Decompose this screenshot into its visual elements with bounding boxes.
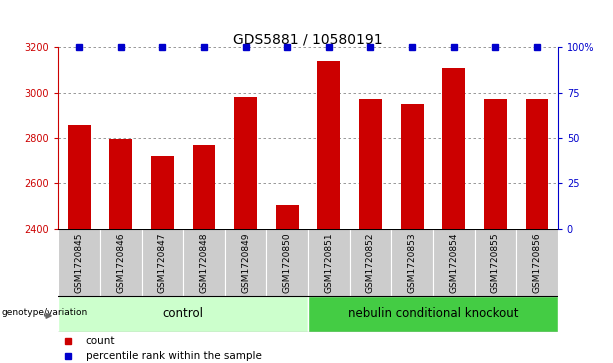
Text: GSM1720854: GSM1720854	[449, 232, 459, 293]
Bar	[276, 205, 299, 229]
Bar	[525, 99, 549, 229]
Text: genotype/variation: genotype/variation	[1, 308, 88, 317]
Bar	[109, 139, 132, 229]
Bar	[433, 229, 474, 296]
Bar	[183, 229, 225, 296]
Bar	[349, 229, 391, 296]
Bar	[151, 156, 173, 229]
Bar	[192, 145, 215, 229]
Text: GSM1720847: GSM1720847	[158, 232, 167, 293]
Text: count: count	[86, 336, 115, 346]
Text: GSM1720853: GSM1720853	[408, 232, 417, 293]
Text: GSM1720856: GSM1720856	[533, 232, 541, 293]
Bar	[100, 229, 142, 296]
Bar	[234, 97, 257, 229]
Bar	[67, 126, 91, 229]
Text: GSM1720852: GSM1720852	[366, 232, 375, 293]
Bar	[58, 229, 100, 296]
Bar	[142, 229, 183, 296]
Text: GSM1720845: GSM1720845	[75, 232, 83, 293]
Text: percentile rank within the sample: percentile rank within the sample	[86, 351, 262, 360]
Text: nebulin conditional knockout: nebulin conditional knockout	[348, 307, 518, 321]
Bar	[391, 229, 433, 296]
Title: GDS5881 / 10580191: GDS5881 / 10580191	[233, 32, 383, 46]
Text: GSM1720851: GSM1720851	[324, 232, 333, 293]
Bar	[225, 229, 267, 296]
Text: GSM1720848: GSM1720848	[199, 232, 208, 293]
Bar	[474, 229, 516, 296]
Bar	[401, 104, 424, 229]
Bar	[308, 296, 558, 332]
Bar	[318, 61, 340, 229]
Text: GSM1720855: GSM1720855	[491, 232, 500, 293]
Text: GSM1720850: GSM1720850	[283, 232, 292, 293]
Bar	[443, 68, 465, 229]
Bar	[484, 99, 507, 229]
Bar	[267, 229, 308, 296]
Bar	[516, 229, 558, 296]
Bar	[359, 99, 382, 229]
Text: GSM1720846: GSM1720846	[116, 232, 125, 293]
Bar	[58, 296, 308, 332]
Text: GSM1720849: GSM1720849	[241, 232, 250, 293]
Bar	[308, 229, 349, 296]
Text: control: control	[162, 307, 204, 321]
